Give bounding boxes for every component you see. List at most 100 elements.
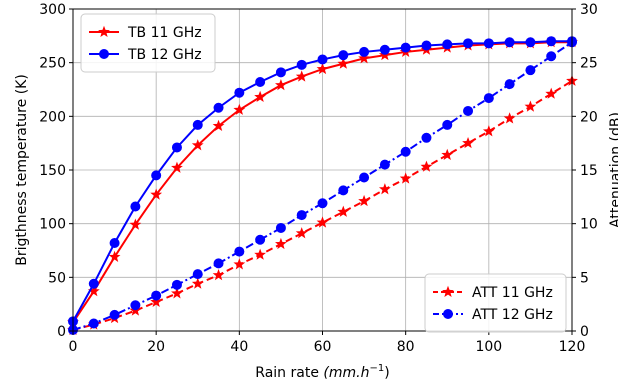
point-0-1 [87,285,100,297]
point-2-22 [524,100,537,112]
point-3-21 [504,79,515,90]
point-3-20 [483,93,494,104]
y2-tick-label-5: 25 [580,56,598,72]
point-0-13 [337,57,350,69]
point-3-6 [192,269,203,280]
point-1-15 [379,44,390,55]
legend-bottom-right: ATT 11 GHz ATT 12 GHz [424,273,567,333]
point-2-18 [441,148,454,160]
point-1-1 [88,278,99,289]
legend-marker-1 [99,49,109,59]
x-tick-label-5: 100 [475,339,502,355]
legend-label-3: ATT 12 GHz [472,307,553,323]
point-1-14 [359,46,370,57]
point-2-14 [358,194,370,207]
legend-top-left: TB 11 GHz TB 12 GHz [80,13,216,73]
legend-box [424,273,567,333]
series-3 [68,37,577,335]
point-1-8 [234,87,245,98]
point-1-19 [463,38,474,49]
x-tick-label-6: 120 [559,339,586,355]
point-3-8 [234,246,245,257]
x-tick-label-3: 60 [314,339,332,355]
legend-marker-3 [443,309,453,319]
point-0-4 [150,188,163,200]
point-1-10 [275,67,286,78]
legend-label-1: TB 12 GHz [127,47,202,63]
point-2-20 [482,125,495,137]
point-1-3 [130,201,141,212]
point-2-6 [191,277,204,289]
point-2-19 [462,136,474,149]
point-2-10 [275,237,287,250]
point-3-19 [463,105,474,116]
point-1-5 [171,142,182,153]
y2-tick-label-0: 0 [580,324,589,340]
x-tick-label-0: 0 [69,339,78,355]
point-1-17 [421,40,432,51]
point-2-7 [212,268,225,281]
legend-label-0: TB 11 GHz [127,25,202,41]
point-2-13 [337,205,350,217]
point-1-9 [255,76,266,87]
y-tick-label-1: 50 [48,270,66,286]
point-3-5 [171,279,182,290]
point-0-5 [171,161,183,173]
x-axis-ticks: 0 20 40 60 80 100 120 [69,331,586,355]
point-3-18 [442,119,453,130]
point-2-11 [295,227,308,239]
y2-tick-label-6: 30 [580,2,598,18]
point-1-16 [400,42,411,53]
point-2-8 [233,258,246,270]
y2-tick-label-3: 15 [580,163,598,179]
point-2-15 [378,183,391,195]
point-2-5 [171,287,183,299]
point-3-14 [359,172,370,183]
point-3-10 [275,222,286,233]
y2-axis-label: Attenuation (dB) [608,112,618,228]
point-3-23 [546,51,557,62]
y2-tick-label-2: 10 [580,217,598,233]
point-0-11 [295,70,308,82]
point-1-6 [192,119,203,130]
point-2-16 [399,172,412,184]
y2-axis-ticks: 0 5 10 15 20 25 30 [572,2,598,340]
point-2-9 [254,248,267,260]
legend-box [80,13,216,73]
point-1-18 [442,39,453,50]
point-1-23 [546,36,557,47]
point-3-4 [151,290,162,301]
y2-tick-label-1: 5 [580,270,589,286]
legend-marker-0 [98,25,110,38]
point-0-3 [129,218,142,230]
point-2-17 [420,160,433,172]
point-1-11 [296,59,307,70]
point-0-2 [108,250,121,262]
y2-tick-label-4: 20 [580,109,598,125]
y-tick-label-2: 100 [39,217,66,233]
y-axis-ticks: 0 50 100 150 200 250 300 [39,2,73,340]
point-3-7 [213,258,224,269]
y-axis-label: Brigthness temperature (K) [14,74,30,266]
x-tick-label-1: 20 [147,339,165,355]
y-tick-label-3: 150 [39,163,66,179]
point-0-8 [233,103,246,115]
point-3-11 [296,210,307,221]
point-3-2 [109,309,120,320]
point-3-1 [88,318,99,329]
point-3-15 [379,159,390,170]
legend-label-2: ATT 11 GHz [472,285,553,301]
point-3-9 [255,234,266,245]
point-2-21 [503,112,516,124]
x-tick-label-2: 40 [230,339,248,355]
point-2-4 [150,295,163,308]
point-2-23 [545,87,558,99]
point-3-16 [400,146,411,157]
point-3-12 [317,198,328,209]
point-3-13 [338,185,349,196]
point-1-7 [213,102,224,113]
point-0-6 [191,139,204,151]
point-3-17 [421,132,432,143]
point-1-13 [338,50,349,61]
